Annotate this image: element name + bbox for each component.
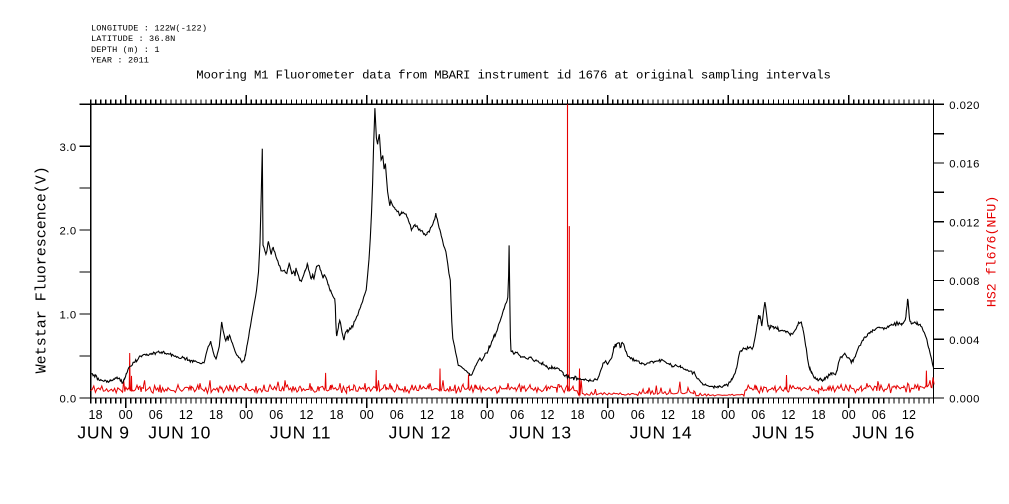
svg-text:JUN 15: JUN 15	[752, 423, 815, 443]
svg-text:12: 12	[781, 408, 795, 422]
svg-text:06: 06	[390, 408, 404, 422]
svg-text:18: 18	[691, 408, 705, 422]
svg-text:DEPTH (m) : 1: DEPTH (m) : 1	[91, 45, 160, 55]
svg-text:00: 00	[119, 408, 133, 422]
svg-text:06: 06	[149, 408, 163, 422]
svg-text:LATITUDE : 36.8N: LATITUDE : 36.8N	[91, 34, 175, 44]
svg-text:00: 00	[239, 408, 253, 422]
svg-text:JUN 11: JUN 11	[270, 423, 332, 443]
svg-text:00: 00	[480, 408, 494, 422]
svg-text:1.0: 1.0	[60, 310, 77, 322]
svg-text:JUN 16: JUN 16	[852, 423, 915, 443]
svg-text:Mooring M1 Fluorometer data fr: Mooring M1 Fluorometer data from MBARI i…	[196, 68, 830, 82]
svg-text:18: 18	[812, 408, 826, 422]
svg-text:18: 18	[450, 408, 464, 422]
svg-text:18: 18	[89, 408, 103, 422]
svg-text:06: 06	[269, 408, 283, 422]
svg-text:18: 18	[571, 408, 585, 422]
svg-text:0.016: 0.016	[949, 159, 980, 171]
svg-text:18: 18	[209, 408, 223, 422]
svg-text:0.008: 0.008	[949, 276, 980, 288]
svg-text:00: 00	[721, 408, 735, 422]
svg-text:0.004: 0.004	[949, 335, 980, 347]
svg-text:0.020: 0.020	[949, 100, 980, 112]
svg-text:12: 12	[902, 408, 916, 422]
svg-text:Wetstar Fluorescence(V): Wetstar Fluorescence(V)	[34, 166, 51, 373]
svg-text:JUN 13: JUN 13	[509, 423, 572, 443]
svg-text:00: 00	[842, 408, 856, 422]
svg-text:06: 06	[510, 408, 524, 422]
svg-text:HS2 fl676(NFU): HS2 fl676(NFU)	[985, 196, 1000, 308]
svg-text:06: 06	[631, 408, 645, 422]
svg-text:06: 06	[872, 408, 886, 422]
svg-text:LONGITUDE : 122W(-122): LONGITUDE : 122W(-122)	[91, 24, 207, 34]
svg-text:JUN 12: JUN 12	[389, 423, 452, 443]
svg-text:JUN 10: JUN 10	[148, 423, 211, 443]
svg-text:18: 18	[330, 408, 344, 422]
svg-text:12: 12	[299, 408, 313, 422]
svg-text:0.012: 0.012	[949, 217, 980, 229]
svg-text:3.0: 3.0	[60, 142, 77, 154]
svg-text:00: 00	[601, 408, 615, 422]
svg-text:JUN 9: JUN 9	[77, 423, 129, 443]
svg-text:12: 12	[540, 408, 554, 422]
svg-text:2.0: 2.0	[60, 226, 77, 238]
svg-text:YEAR : 2011: YEAR : 2011	[91, 55, 149, 65]
svg-text:12: 12	[661, 408, 675, 422]
svg-text:00: 00	[360, 408, 374, 422]
svg-text:12: 12	[420, 408, 434, 422]
svg-text:0.0: 0.0	[60, 394, 77, 406]
svg-text:0.000: 0.000	[949, 394, 980, 406]
svg-text:JUN 14: JUN 14	[630, 423, 693, 443]
svg-text:06: 06	[751, 408, 765, 422]
svg-text:12: 12	[179, 408, 193, 422]
